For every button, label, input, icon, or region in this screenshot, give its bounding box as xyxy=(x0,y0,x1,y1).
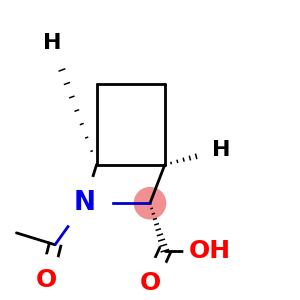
Text: OH: OH xyxy=(188,239,230,263)
Circle shape xyxy=(184,225,235,276)
Circle shape xyxy=(134,187,166,220)
Text: H: H xyxy=(43,33,61,53)
Circle shape xyxy=(21,255,71,300)
Circle shape xyxy=(58,176,112,230)
Circle shape xyxy=(199,127,244,172)
Circle shape xyxy=(68,187,101,220)
Text: N: N xyxy=(74,190,96,216)
Text: O: O xyxy=(35,268,57,292)
Circle shape xyxy=(29,20,75,65)
Text: H: H xyxy=(212,140,230,160)
Circle shape xyxy=(124,258,176,300)
Text: O: O xyxy=(140,271,160,295)
